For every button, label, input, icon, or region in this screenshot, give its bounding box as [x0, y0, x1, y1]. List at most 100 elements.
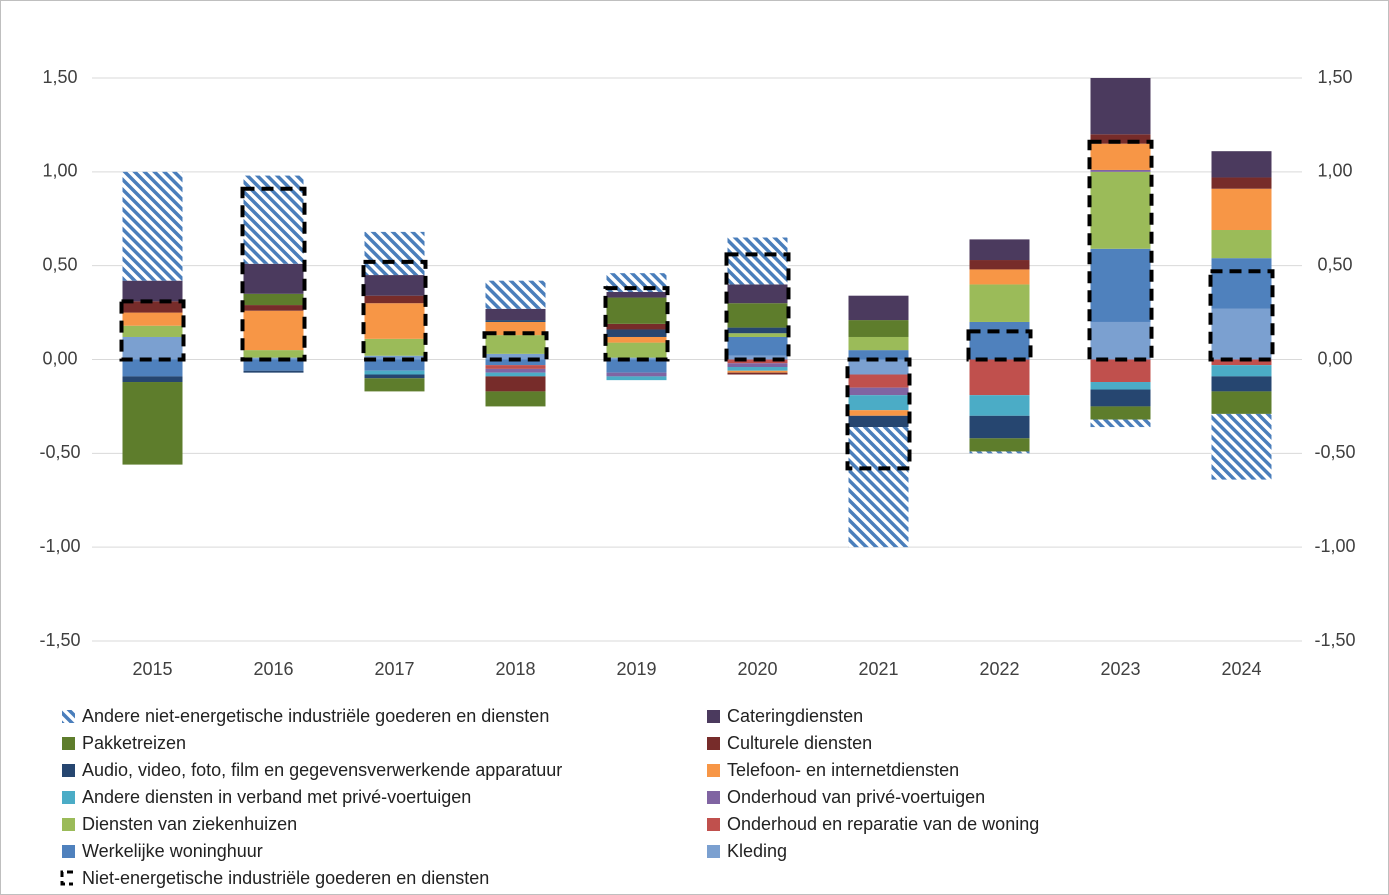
bar-segment	[1211, 359, 1272, 366]
bar-segment	[243, 293, 304, 306]
legend-swatch	[707, 764, 720, 777]
bar-segment	[1090, 359, 1151, 383]
x-tick-label: 2022	[979, 659, 1019, 679]
bar-segment	[606, 376, 667, 381]
bar-segment	[364, 338, 425, 356]
x-tick-label: 2020	[737, 659, 777, 679]
y2-tick-label: 1,50	[1317, 67, 1352, 87]
bar-segment	[485, 391, 546, 407]
total-outline	[966, 329, 1033, 362]
total-outline	[845, 357, 912, 471]
bar-segment	[969, 284, 1030, 322]
bar-segment	[485, 320, 546, 322]
x-tick-label: 2021	[858, 659, 898, 679]
y-tick-label: -1,00	[39, 536, 80, 556]
bar-segment	[122, 359, 183, 377]
bar-segment	[969, 415, 1030, 439]
bar-segment	[364, 275, 425, 296]
bar-segment	[364, 370, 425, 375]
total-outline	[1087, 139, 1154, 362]
bar-segment	[243, 370, 304, 373]
bar-segment	[1211, 188, 1272, 231]
y2-tick-label: -1,00	[1314, 536, 1355, 556]
legend-label: Werkelijke woninghuur	[82, 841, 263, 861]
legend-label: Culturele diensten	[727, 733, 872, 753]
legend-swatch	[62, 818, 75, 831]
bar-segment	[122, 171, 183, 281]
bar-segment	[848, 350, 909, 360]
legend-label: Niet-energetische industriële goederen e…	[82, 868, 489, 888]
bar-segment	[969, 438, 1030, 452]
x-tick-label: 2016	[253, 659, 293, 679]
bar-segment	[848, 415, 909, 428]
legend-swatch	[62, 710, 75, 723]
legend-label: Onderhoud en reparatie van de woning	[727, 814, 1039, 834]
bar-segment	[485, 353, 546, 360]
bar-segment	[606, 329, 667, 337]
legend-label: Andere niet-energetische industriële goe…	[82, 706, 549, 726]
y-tick-label: 0,00	[42, 348, 77, 368]
bar-segment	[1090, 169, 1151, 172]
bar-segment	[727, 327, 788, 334]
x-tick-label: 2019	[616, 659, 656, 679]
legend-label: Kleding	[727, 841, 787, 861]
bar-segment	[1211, 365, 1272, 377]
bar-segment	[848, 336, 909, 351]
bar-segment	[969, 239, 1030, 261]
bar-segment	[485, 335, 546, 354]
legend-swatch	[62, 764, 75, 777]
legend-swatch	[707, 818, 720, 831]
y2-tick-label: 0,50	[1317, 254, 1352, 274]
legend-label: Pakketreizen	[82, 733, 186, 753]
bar-segment	[848, 374, 909, 388]
legend-label: Telefoon- en internetdiensten	[727, 760, 959, 780]
total-outline	[240, 186, 307, 362]
bar-segment	[727, 237, 788, 285]
bar-segment	[122, 280, 183, 302]
bar-segment	[122, 336, 183, 360]
legend-swatch	[707, 737, 720, 750]
bar-segment	[727, 303, 788, 328]
bar-segment	[122, 312, 183, 326]
bar-segment	[364, 378, 425, 392]
bar-segment	[485, 280, 546, 309]
legend-swatch	[62, 737, 75, 750]
bar-segment	[1090, 134, 1151, 144]
bar-segment	[364, 231, 425, 276]
y2-tick-label: -0,50	[1314, 442, 1355, 462]
bar-segment	[606, 359, 667, 373]
bar-segment	[122, 382, 183, 465]
bar-segment	[243, 310, 304, 351]
bar-segment	[1090, 171, 1151, 249]
legend-swatch	[62, 791, 75, 804]
bar-segment	[606, 342, 667, 358]
bar-segment	[1211, 151, 1272, 178]
bar-segment	[243, 350, 304, 358]
x-tick-label: 2015	[132, 659, 172, 679]
bar-segment	[969, 321, 1030, 360]
total-outline	[724, 252, 791, 362]
bar-segment	[243, 305, 304, 311]
x-tick-label: 2018	[495, 659, 535, 679]
bar-segment	[727, 372, 788, 375]
bar-segment	[1090, 321, 1151, 360]
bar-segment	[727, 284, 788, 304]
bar-segment	[969, 269, 1030, 285]
y-tick-label: 1,50	[42, 67, 77, 87]
bar-segment	[1211, 177, 1272, 189]
bar-segment	[485, 376, 546, 392]
bar-segment	[606, 336, 667, 343]
legend-label: Audio, video, foto, film en gegevensverw…	[82, 760, 562, 780]
bar-segment	[364, 303, 425, 339]
legend-label: Diensten van ziekenhuizen	[82, 814, 297, 834]
legend-swatch	[707, 791, 720, 804]
bar-segment	[243, 263, 304, 294]
bar-segment	[1090, 389, 1151, 407]
bar-segment	[1211, 258, 1272, 309]
total-outline	[361, 259, 428, 362]
bar-segment	[848, 320, 909, 337]
y2-tick-label: 0,00	[1317, 348, 1352, 368]
bar-segment	[848, 359, 909, 375]
